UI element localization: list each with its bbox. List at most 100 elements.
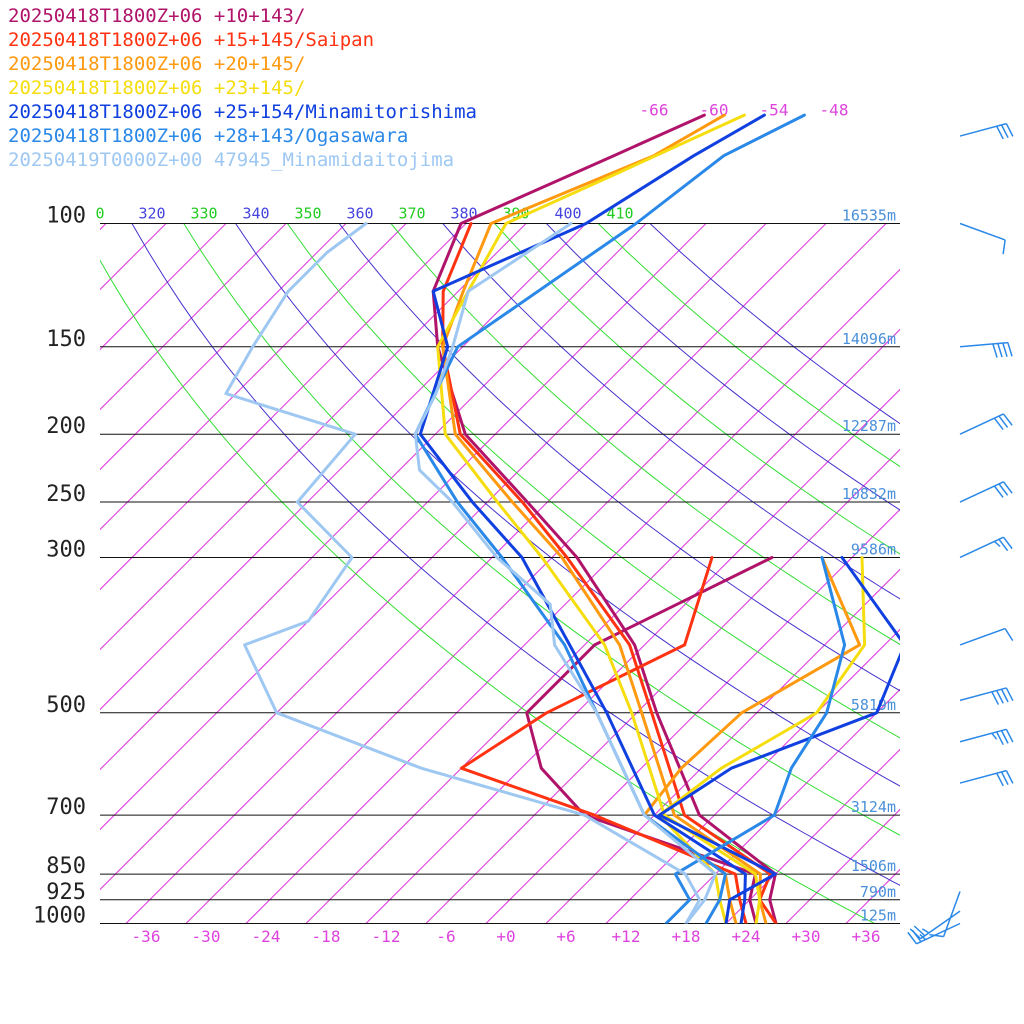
- wind-barb-feather: [1000, 124, 1009, 139]
- wind-barb-feather: [1002, 239, 1006, 255]
- wind-barb: [959, 481, 1013, 503]
- isotherm-line: [725, 748, 900, 924]
- wind-barb-feather: [909, 928, 922, 940]
- isotherm-line: [125, 223, 827, 924]
- isotherm-line: [100, 223, 647, 771]
- wind-barb-shaft: [959, 536, 1004, 559]
- series-dewpoint-line: [642, 556, 862, 924]
- wind-barb-feather: [1007, 342, 1013, 357]
- pressure-label: 100: [46, 204, 86, 229]
- isotherm-line: [0, 224, 46, 924]
- theta-label: 350: [294, 205, 321, 223]
- wind-barb-feather: [996, 731, 1004, 746]
- series-dewpoint-line: [664, 556, 847, 924]
- temp-tick-label: -30: [192, 927, 221, 946]
- height-label: 10832m: [842, 485, 896, 503]
- temp-tick-label: -6: [436, 927, 455, 946]
- wind-barb-feather: [929, 933, 944, 938]
- isotherm-line: [245, 268, 900, 924]
- wind-barb-feather: [993, 540, 1001, 548]
- legend-entry: 20250418T1800Z+06 +15+145/Saipan: [8, 29, 375, 51]
- wind-barb-shaft: [959, 341, 1008, 348]
- temp-tick-label: +24: [732, 927, 761, 946]
- wind-barb: [909, 910, 961, 940]
- top-temp-label: -66: [640, 101, 669, 120]
- wind-barb-feather: [1005, 123, 1014, 137]
- temp-tick-label: +0: [496, 927, 515, 946]
- isotherm-line: [425, 448, 900, 924]
- legend-entry: 20250418T1800Z+06 +10+143/: [8, 5, 306, 27]
- series-temperature-line: [436, 113, 762, 924]
- series-temperature-line: [441, 222, 778, 924]
- series-dewpoint-line: [657, 556, 867, 924]
- wind-barb: [959, 728, 1014, 746]
- isotherm-line: [365, 388, 900, 924]
- wind-barb-feather: [1002, 536, 1013, 550]
- wind-barb: [959, 627, 1014, 646]
- pressure-label: 500: [46, 693, 86, 718]
- wind-barb-feather: [1002, 342, 1008, 357]
- wind-barb-feather: [996, 772, 1004, 787]
- wind-barb: [959, 536, 1013, 559]
- wind-barb-feather: [907, 931, 918, 945]
- wind-barb-shaft: [959, 413, 1004, 435]
- isotherm-line: [100, 223, 527, 651]
- pressure-label: 300: [46, 537, 86, 562]
- height-label: 3124m: [851, 798, 896, 816]
- isotherm-line: [100, 223, 227, 351]
- wind-barb-feather: [991, 732, 998, 740]
- wind-barb-feather: [993, 417, 1004, 431]
- dry-adiabat-line: [235, 223, 900, 787]
- wind-barb-feather: [996, 690, 1004, 704]
- wind-barb-feather: [991, 691, 1000, 705]
- height-label: 790m: [860, 883, 896, 901]
- series-temperature-line: [441, 113, 768, 924]
- top-temp-label: -54: [760, 101, 789, 120]
- temp-tick-label: -12: [372, 927, 401, 946]
- theta-label: 380: [450, 205, 477, 223]
- wind-barb-shaft: [959, 769, 1007, 784]
- isotherm-line: [605, 628, 900, 924]
- wind-barb: [959, 341, 1013, 358]
- isotherm-line: [785, 808, 900, 924]
- wind-barb-shaft: [920, 910, 961, 940]
- theta-label: 410: [606, 205, 633, 223]
- pressure-label: 850: [46, 854, 86, 879]
- series-dewpoint-line: [657, 556, 900, 924]
- height-label: 125m: [860, 907, 896, 925]
- series-dewpoint-line: [224, 222, 702, 924]
- wind-barb-feather: [1005, 687, 1014, 702]
- height-label: 5819m: [851, 696, 896, 714]
- height-label: 9586m: [851, 540, 896, 558]
- wind-barb-feather: [997, 343, 1003, 358]
- wind-barb-feather: [998, 415, 1009, 428]
- height-label: 14096m: [842, 330, 896, 348]
- theta-label: 400: [554, 205, 581, 223]
- temp-tick-label: +12: [612, 927, 641, 946]
- wind-barb-shaft: [916, 922, 961, 945]
- series-temperature-line: [413, 113, 806, 924]
- wind-barb-shaft: [959, 481, 1004, 503]
- isotherm-line: [100, 223, 407, 531]
- pressure-label: 1000: [33, 904, 86, 929]
- legend-entry: 20250418T1800Z+06 +28+143/Ogasawara: [8, 125, 409, 147]
- wind-barb-feather: [913, 925, 926, 937]
- wind-barb-feather: [1002, 481, 1013, 494]
- wind-barb-feather: [998, 538, 1009, 552]
- height-label: 12287m: [842, 417, 896, 435]
- temp-tick-label: +36: [852, 927, 881, 946]
- temp-tick-label: -18: [312, 927, 341, 946]
- wind-barb-shaft: [959, 122, 1007, 137]
- theta-label: 360: [346, 205, 373, 223]
- isotherm-line: [545, 568, 900, 924]
- pressure-label: 150: [46, 327, 86, 352]
- pressure-label: 700: [46, 795, 86, 820]
- height-label: 1506m: [851, 857, 896, 875]
- wind-barb: [929, 891, 961, 938]
- temp-tick-label: +6: [556, 927, 575, 946]
- isotherm-line: [100, 223, 767, 891]
- temp-tick-label: +30: [792, 927, 821, 946]
- legend-entry: 20250418T1800Z+06 +20+145/: [8, 53, 306, 75]
- legend: 20250418T1800Z+06 +10+143/20250418T1800Z…: [8, 4, 477, 172]
